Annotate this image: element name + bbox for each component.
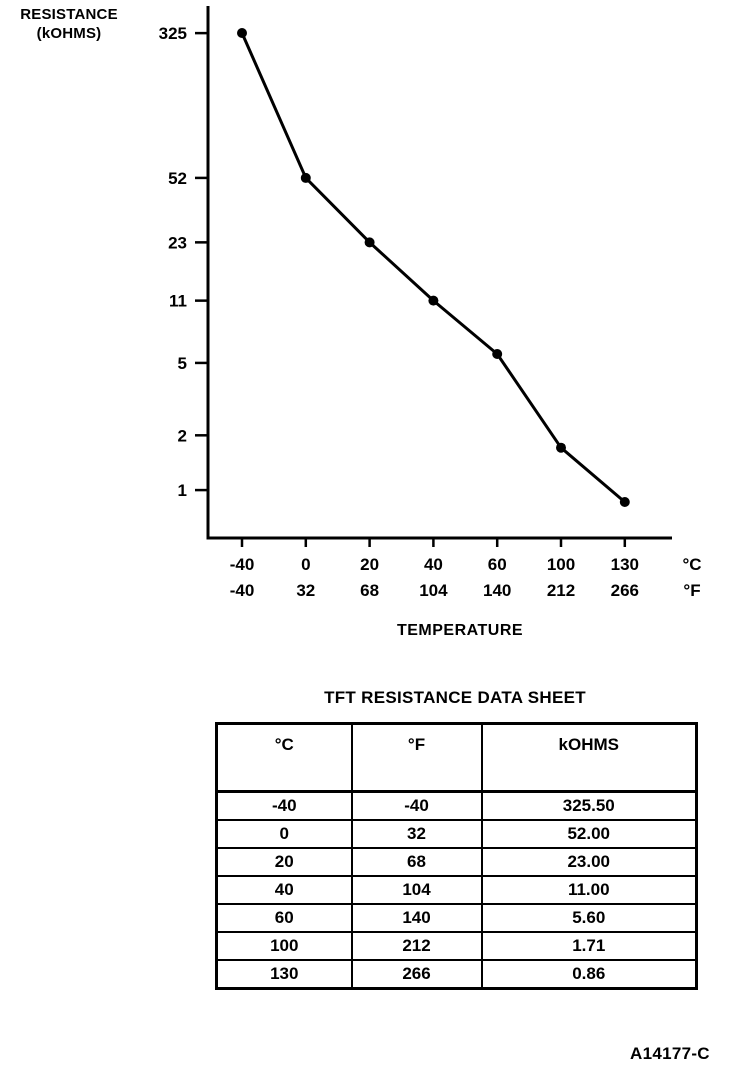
x-tick-label-fahrenheit: 32 (296, 581, 315, 600)
table-cell: 52.00 (480, 819, 698, 849)
table-cell: 266 (350, 959, 483, 990)
y-tick-label: 1 (178, 481, 187, 500)
x-tick-label-fahrenheit: 104 (419, 581, 448, 600)
data-point (492, 348, 503, 359)
x-tick-label-celsius: 130 (611, 555, 639, 574)
table-header-cell: °F (350, 722, 483, 793)
table-cell: 0.86 (480, 959, 698, 990)
table-cell: 325.50 (480, 790, 698, 821)
data-point (237, 28, 247, 38)
table-cell: 1.71 (480, 931, 698, 961)
y-tick-label: 325 (159, 24, 187, 43)
data-sheet-section: TFT RESISTANCE DATA SHEET °C °F kOHMS -40-… (215, 688, 698, 990)
y-axis-title: RESISTANCE (kOHMS) (2, 5, 136, 43)
resistance-table: °C °F kOHMS -40 -40 325.50 0 32 52.00 20 68 23.00 4… (215, 722, 698, 990)
table-cell: 100 (215, 931, 353, 961)
x-tick-label-fahrenheit: 68 (360, 581, 379, 600)
data-point (428, 295, 439, 306)
table-cell: 40 (215, 875, 353, 905)
fahrenheit-unit-label: °F (683, 581, 700, 600)
y-tick-label: 52 (168, 169, 187, 188)
table-cell: 0 (215, 819, 353, 849)
data-point (300, 172, 311, 183)
resistance-curve (240, 32, 626, 504)
table-cell: 212 (350, 931, 483, 961)
table-cell: 104 (350, 875, 483, 905)
y-axis-title-line1: RESISTANCE (20, 6, 118, 23)
table-cell: 32 (350, 819, 483, 849)
y-tick-label: 23 (168, 233, 187, 252)
x-tick-label-fahrenheit: -40 (230, 581, 255, 600)
x-tick-label-fahrenheit: 212 (547, 581, 575, 600)
table-cell: 68 (350, 847, 483, 877)
table-row: 60 140 5.60 (215, 903, 698, 933)
table-cell: 11.00 (480, 875, 698, 905)
table-cell: 23.00 (480, 847, 698, 877)
data-point (619, 497, 630, 507)
y-axis-title-line2: (kOHMS) (36, 25, 102, 42)
table-cell: 5.60 (480, 903, 698, 933)
table-row: 0 32 52.00 (215, 819, 698, 849)
table-row: 130 266 0.86 (215, 959, 698, 990)
figure-id: A14177-C (630, 1044, 710, 1063)
x-tick-label-celsius: -40 (230, 555, 255, 574)
table-cell: 60 (215, 903, 353, 933)
x-tick-label-celsius: 60 (488, 555, 507, 574)
table-header: °C °F kOHMS (215, 722, 698, 793)
table-cell: 130 (215, 959, 353, 990)
table-cell: 140 (350, 903, 483, 933)
data-point (556, 442, 566, 453)
table-row: 40 104 11.00 (215, 875, 698, 905)
table-cell: -40 (215, 790, 353, 821)
y-tick-label: 11 (169, 292, 187, 311)
y-tick-label: 2 (178, 426, 187, 445)
x-tick-label-fahrenheit: 266 (611, 581, 639, 600)
x-tick-label-celsius: 20 (360, 555, 379, 574)
table-header-row: °C °F kOHMS (215, 722, 698, 793)
table-cell: -40 (350, 790, 483, 821)
x-tick-label-celsius: 0 (301, 555, 310, 574)
table-title: TFT RESISTANCE DATA SHEET (324, 688, 586, 707)
data-point (364, 237, 375, 248)
table-header-cell: kOHMS (480, 722, 698, 793)
table-row: 20 68 23.00 (215, 847, 698, 877)
table-body: -40 -40 325.50 0 32 52.00 20 68 23.00 40 104 11.00 6… (215, 790, 698, 990)
x-tick-label-celsius: 40 (424, 555, 443, 574)
x-tick-label-celsius: 100 (547, 555, 575, 574)
y-tick-label: 5 (178, 354, 187, 373)
celsius-unit-label: °C (682, 555, 701, 574)
table-cell: 20 (215, 847, 353, 877)
table-row: 100 212 1.71 (215, 931, 698, 961)
x-axis-title: TEMPERATURE (396, 622, 524, 639)
table-header-cell: °C (215, 722, 353, 793)
table-row: -40 -40 325.50 (215, 790, 698, 821)
x-tick-label-fahrenheit: 140 (483, 581, 511, 600)
resistance-temperature-chart: 325522311521-40-400322068401046014010021… (159, 6, 702, 600)
